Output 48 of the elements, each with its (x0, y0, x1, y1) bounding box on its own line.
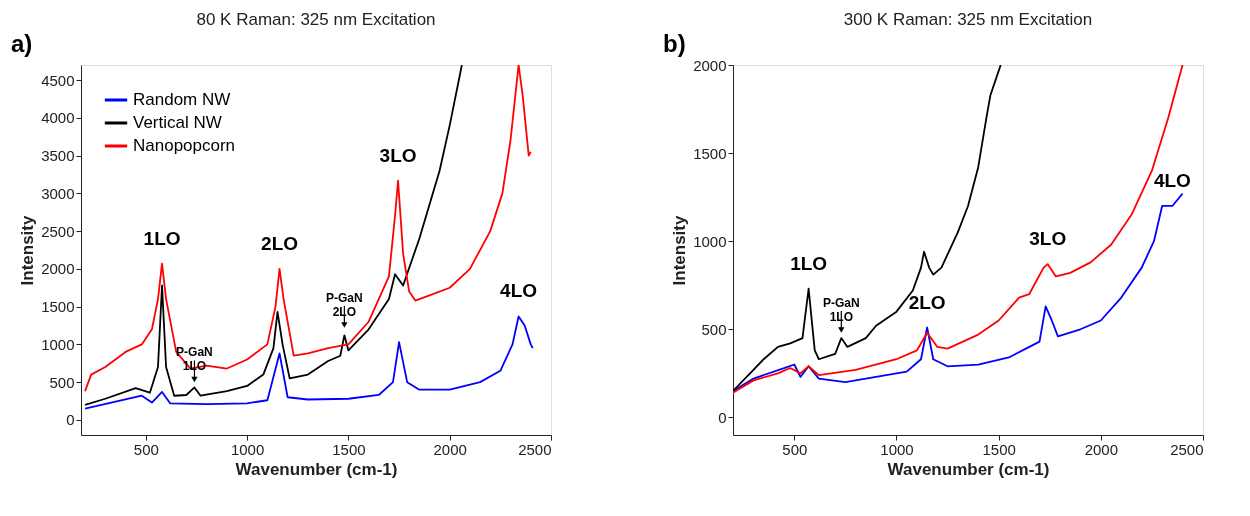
x-tick-label: 1000 (880, 440, 914, 458)
y-tick-label: 4000 (41, 109, 75, 127)
annotation: 2LO (261, 232, 299, 254)
y-tick-label: 1000 (41, 335, 75, 353)
y-tick-label: 3000 (41, 184, 75, 202)
y-tick-label: 0 (66, 411, 75, 429)
y-axis-title: Intensity (18, 215, 38, 286)
annotation: 4LO (1153, 169, 1191, 191)
y-tick-label: 1500 (41, 298, 75, 316)
y-tick-label: 0 (718, 408, 727, 426)
text: a) (11, 30, 33, 57)
line-series (84, 65, 463, 406)
x-tick-label: 2500 (1170, 440, 1204, 458)
y-tick-label: 2000 (41, 260, 75, 278)
chart-title: 300 K Raman: 325 nm Excitation (843, 10, 1093, 29)
text: b) (663, 30, 686, 57)
line-series (84, 315, 534, 410)
x-axis-title: Wavenumber (cm-1) (887, 459, 1050, 479)
annotation: 4LO (500, 280, 538, 302)
x-tick-label: 2000 (1084, 440, 1119, 458)
line-series (733, 65, 1002, 392)
x-tick-label: 500 (782, 440, 808, 458)
y-tick-label: 2000 (693, 56, 727, 74)
x-tick-label: 1000 (230, 440, 265, 458)
annotation: 3LO (379, 144, 417, 166)
legend-label: Random NW (133, 90, 231, 109)
y-tick-label: 3500 (41, 147, 75, 165)
y-tick-label: 4500 (41, 71, 75, 89)
y-tick-label: 1000 (693, 232, 727, 250)
y-tick-label: 2500 (41, 222, 75, 240)
legend-label: Nanopopcorn (133, 136, 236, 155)
x-tick-label: 2500 (518, 440, 552, 458)
x-axis-title: Wavenumber (cm-1) (235, 459, 398, 479)
x-tick-label: 2000 (433, 440, 467, 458)
y-axis-title: Intensity (670, 215, 690, 286)
chart-title: 80 K Raman: 325 nm Excitation (196, 10, 436, 29)
legend-label: Vertical NW (133, 113, 222, 132)
annotation: 1LO (143, 227, 181, 249)
x-tick-label: 500 (133, 440, 159, 458)
y-tick-label: 500 (701, 320, 727, 338)
x-tick-label: 1500 (982, 440, 1016, 458)
annotation: 3LO (1029, 228, 1067, 250)
y-tick-label: 500 (49, 373, 75, 391)
line-series (733, 192, 1184, 392)
y-tick-label: 1500 (693, 144, 727, 162)
x-tick-label: 1500 (332, 440, 366, 458)
annotation: 2LO (908, 291, 946, 313)
annotation: 1LO (790, 252, 828, 274)
